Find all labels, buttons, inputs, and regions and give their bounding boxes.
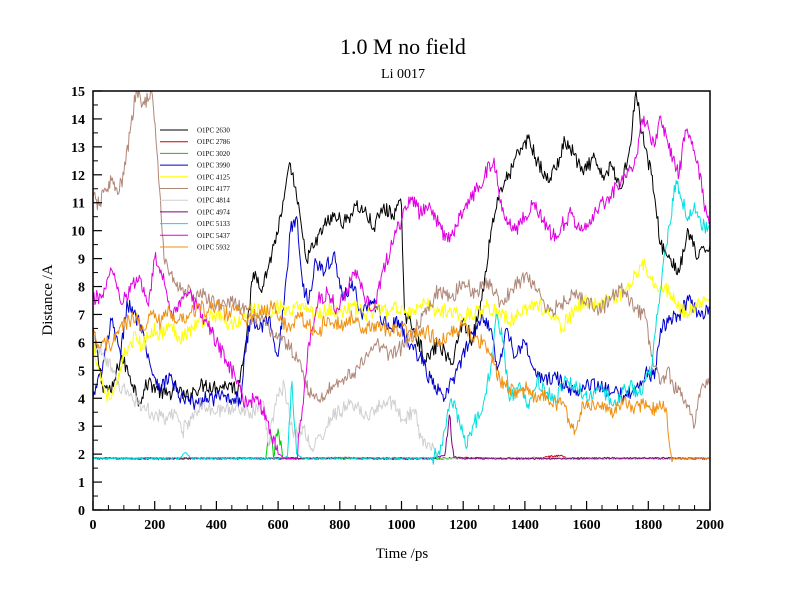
- x-tick-label: 1600: [573, 518, 601, 533]
- legend-label: O1PC 2630: [197, 127, 230, 135]
- series-line-o1pc-4125: [93, 258, 710, 403]
- series-line-o1pc-3990: [93, 216, 710, 411]
- chart-title: 1.0 M no field: [340, 34, 466, 59]
- y-tick-label: 3: [78, 420, 85, 435]
- y-tick-label: 15: [71, 85, 85, 100]
- series-line-o1pc-4177: [93, 91, 710, 429]
- legend-label: O1PC 5133: [197, 220, 230, 228]
- legend-label: O1PC 2786: [197, 138, 230, 146]
- y-tick-label: 11: [72, 197, 85, 212]
- x-tick-label: 2000: [696, 518, 724, 533]
- x-tick-label: 1800: [634, 518, 662, 533]
- y-tick-label: 10: [71, 225, 85, 240]
- series-line-o1pc-5133: [93, 179, 710, 465]
- y-tick-label: 7: [78, 308, 85, 323]
- x-tick-label: 1000: [388, 518, 416, 533]
- y-tick-label: 6: [78, 336, 85, 351]
- chart-subtitle: Li 0017: [381, 67, 425, 82]
- x-tick-label: 600: [268, 518, 289, 533]
- legend-label: O1PC 5932: [197, 244, 230, 252]
- y-tick-label: 12: [71, 169, 85, 184]
- x-tick-label: 1400: [511, 518, 539, 533]
- series-line-o1pc-2630: [93, 91, 710, 407]
- legend-label: O1PC 3990: [197, 162, 230, 170]
- x-tick-label: 1200: [449, 518, 477, 533]
- series-line-o1pc-3020: [93, 428, 710, 460]
- y-tick-label: 4: [78, 392, 85, 407]
- y-tick-label: 1: [78, 476, 85, 491]
- y-tick-label: 8: [78, 281, 85, 296]
- y-tick-label: 13: [71, 141, 85, 156]
- plot-frame: [92, 90, 711, 511]
- legend-label: O1PC 4814: [197, 197, 230, 205]
- y-tick-label: 2: [78, 448, 85, 463]
- axis-layer: 0 200 400 600 800 1000 1200 1400 1600 1800 2000012…: [71, 85, 724, 533]
- legend-label: O1PC 3020: [197, 150, 230, 158]
- y-tick-label: 0: [78, 504, 85, 519]
- x-tick-label: 0: [90, 518, 97, 533]
- series-layer: [93, 91, 710, 465]
- legend: O1PC 2630 O1PC 2786 O1PC 3020 O1PC 3990 O1PC…: [160, 127, 230, 252]
- legend-label: O1PC 4125: [197, 173, 230, 181]
- x-tick-label: 800: [329, 518, 350, 533]
- x-tick-label: 200: [144, 518, 165, 533]
- y-tick-label: 9: [78, 253, 85, 268]
- series-line-o1pc-5437: [93, 115, 710, 460]
- series-line-o1pc-5932: [93, 298, 710, 463]
- legend-label: O1PC 4974: [197, 208, 230, 216]
- y-axis-label: Distance /A: [40, 264, 56, 335]
- x-axis-label: Time /ps: [376, 546, 429, 562]
- y-tick-label: 14: [71, 113, 85, 128]
- legend-label: O1PC 4177: [197, 185, 230, 193]
- y-tick-label: 5: [78, 364, 85, 379]
- legend-label: O1PC 5437: [197, 232, 230, 240]
- x-tick-label: 400: [206, 518, 227, 533]
